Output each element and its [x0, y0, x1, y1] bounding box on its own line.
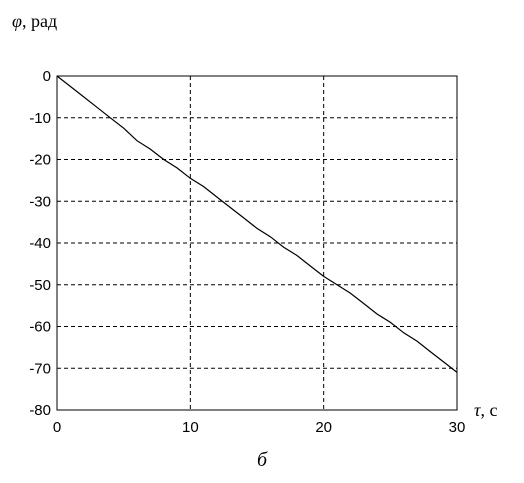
y-tick-label: -70: [29, 360, 51, 377]
x-tick-label: 30: [449, 419, 466, 436]
y-axis-symbol: φ: [12, 11, 22, 31]
y-tick-label: -30: [29, 193, 51, 210]
grid: [57, 76, 457, 410]
x-tick-label: 0: [53, 419, 61, 436]
y-tick-label: 0: [43, 68, 51, 85]
y-tick-labels: 0 -10 -20 -30 -40 -50 -60 -70 -80: [29, 68, 51, 419]
y-tick-label: -10: [29, 110, 51, 127]
y-tick-label: -80: [29, 402, 51, 419]
x-axis-unit: , с: [480, 400, 497, 420]
figure-caption: б: [257, 449, 268, 471]
y-tick-label: -60: [29, 319, 51, 336]
series-line: [56, 75, 458, 373]
x-tick-labels: 0 10 20 30: [53, 419, 466, 436]
y-axis-unit: , рад: [22, 11, 57, 31]
plot-frame: [56, 75, 458, 411]
x-axis-symbol: τ: [474, 400, 481, 420]
x-axis-label: τ, с: [474, 400, 497, 420]
x-tick-label: 10: [182, 419, 199, 436]
x-tick-label: 20: [315, 419, 332, 436]
y-tick-label: -50: [29, 277, 51, 294]
y-axis-label: φ, рад: [12, 11, 57, 31]
y-tick-label: -20: [29, 152, 51, 169]
y-tick-label: -40: [29, 235, 51, 252]
